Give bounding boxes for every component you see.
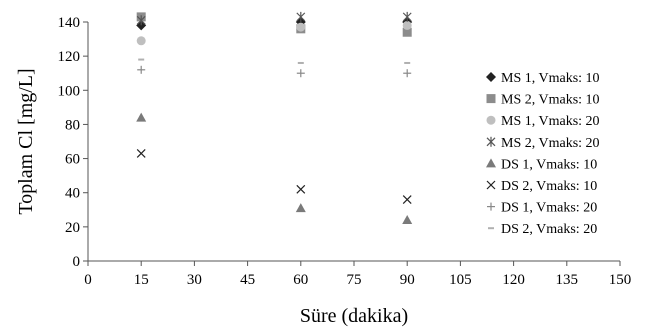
data-point (137, 149, 145, 157)
legend-item: DS 1, Vmaks: 10 (486, 157, 597, 172)
legend-item: MS 2, Vmaks: 20 (487, 136, 600, 151)
legend-marker (487, 94, 496, 103)
y-tick-label: 140 (58, 15, 81, 31)
data-point (296, 23, 305, 32)
y-axis-ticks: 0 20 40 60 80 100 120 140 (58, 15, 89, 270)
x-tick-label: 75 (347, 272, 362, 288)
x-tick-label: 0 (84, 272, 92, 288)
x-tick-label: 105 (449, 272, 472, 288)
y-tick-label: 100 (58, 83, 81, 99)
legend-marker (487, 203, 495, 211)
y-tick-label: 20 (65, 220, 80, 236)
data-point (403, 21, 412, 30)
data-points (136, 12, 412, 224)
legend-marker (487, 116, 496, 125)
data-point (297, 12, 305, 22)
legend-item: MS 1, Vmaks: 10 (486, 71, 600, 86)
y-tick-label: 120 (58, 49, 81, 65)
y-tick-label: 40 (65, 186, 80, 202)
x-tick-label: 120 (502, 272, 525, 288)
x-axis-ticks: 0 15 30 45 60 75 90 105 120 135 150 (84, 261, 631, 288)
y-tick-label: 80 (65, 117, 80, 133)
data-point (296, 203, 306, 212)
y-tick-label: 0 (73, 254, 81, 270)
data-point (402, 215, 412, 224)
legend-item: DS 2, Vmaks: 10 (487, 179, 597, 194)
legend-label: DS 2, Vmaks: 10 (501, 179, 597, 194)
legend-item: MS 2, Vmaks: 10 (487, 93, 600, 108)
legend-marker (486, 72, 496, 82)
x-tick-label: 150 (609, 272, 632, 288)
data-point (403, 69, 411, 77)
data-point (137, 36, 146, 45)
legend-label: MS 1, Vmaks: 20 (501, 114, 600, 129)
legend-item: DS 2, Vmaks: 20 (488, 222, 597, 237)
data-point (403, 12, 411, 22)
legend-label: DS 1, Vmaks: 20 (501, 201, 597, 216)
data-point (137, 66, 145, 74)
legend-label: MS 2, Vmaks: 20 (501, 136, 600, 151)
x-tick-label: 30 (187, 272, 202, 288)
x-tick-label: 135 (556, 272, 579, 288)
x-tick-label: 60 (293, 272, 308, 288)
x-axis-title: Süre (dakika) (300, 305, 408, 327)
x-tick-label: 45 (240, 272, 255, 288)
data-point (136, 113, 146, 122)
data-point (297, 185, 305, 193)
legend-marker (487, 137, 495, 147)
x-tick-label: 90 (400, 272, 415, 288)
legend-marker (487, 181, 495, 189)
legend-item: MS 1, Vmaks: 20 (487, 114, 600, 129)
legend-label: DS 1, Vmaks: 10 (501, 157, 597, 172)
data-point (297, 69, 305, 77)
x-tick-label: 15 (134, 272, 149, 288)
legend-marker (486, 158, 496, 167)
y-axis-title: Toplam Cl [mg/L] (15, 68, 37, 214)
legend-label: MS 1, Vmaks: 10 (501, 71, 600, 86)
legend-label: MS 2, Vmaks: 10 (501, 93, 600, 108)
legend-item: DS 1, Vmaks: 20 (487, 201, 597, 216)
legend-label: DS 2, Vmaks: 20 (501, 222, 597, 237)
legend: MS 1, Vmaks: 10 MS 2, Vmaks: 10 MS 1, Vmak… (486, 71, 600, 237)
data-point (403, 196, 411, 204)
y-tick-label: 60 (65, 152, 80, 168)
